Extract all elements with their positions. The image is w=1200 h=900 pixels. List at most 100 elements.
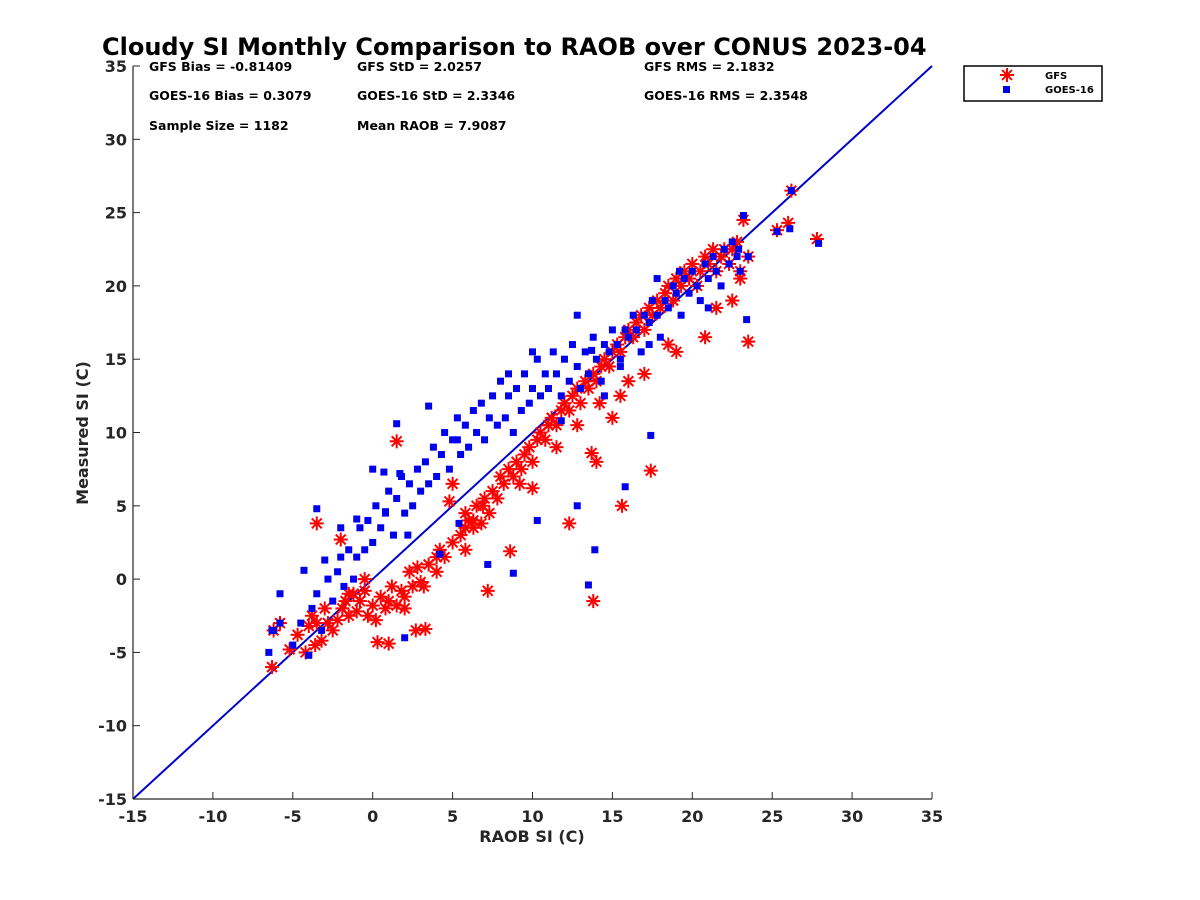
legend-box [963, 65, 1103, 102]
gfs-point [512, 476, 527, 491]
goes16-point [484, 560, 492, 568]
goes16-point [640, 311, 648, 319]
goes16-point [720, 245, 728, 253]
gfs-point [330, 613, 345, 628]
goes16-point [544, 385, 552, 393]
goes16-point [469, 407, 477, 415]
goes16-point [557, 417, 565, 425]
y-tick-label: 5 [116, 497, 127, 516]
gfs-point [496, 476, 511, 491]
goes16-point [653, 275, 661, 283]
gfs-point [325, 623, 340, 638]
gfs-point [637, 366, 652, 381]
goes16-point [477, 399, 485, 407]
goes16-point [393, 420, 401, 428]
goes16-point [364, 516, 372, 524]
gfs-point [333, 532, 348, 547]
y-tick-label: 0 [116, 570, 127, 589]
goes16-point [661, 297, 669, 305]
goes16-point [313, 505, 321, 513]
goes16-point [353, 553, 361, 561]
goes16-point [521, 370, 529, 378]
goes16-point [573, 311, 581, 319]
goes16-point [592, 355, 600, 363]
goes16-point [337, 524, 345, 532]
gfs-point [541, 418, 556, 433]
goes16-point [421, 458, 429, 466]
gfs-point [621, 374, 636, 389]
goes16-point [576, 385, 584, 393]
goes16-point [393, 494, 401, 502]
goes16-point [786, 225, 794, 233]
goes16-point [465, 443, 473, 451]
y-tick-label: 30 [105, 130, 127, 149]
legend-gfs-label: GFS [1045, 71, 1067, 82]
goes16-point [329, 597, 337, 605]
goes16-point [433, 472, 441, 480]
gfs-point [562, 403, 577, 418]
goes16-point [289, 641, 297, 649]
goes16-point [300, 566, 308, 574]
goes16-point [613, 341, 621, 349]
gfs-point [573, 396, 588, 411]
goes16-point [677, 311, 685, 319]
goes16-point [350, 575, 358, 583]
stat-annotation: GFS Bias = -0.81409 [149, 59, 292, 74]
goes16-point [584, 370, 592, 378]
x-axis-label: RAOB SI (C) [479, 827, 584, 846]
legend-gfs-marker [1000, 68, 1014, 82]
gfs-point [389, 598, 404, 613]
y-ticks: -15 -10 -5 0 5 10 15 20 25 30 35 [98, 57, 140, 809]
gfs-point [482, 506, 497, 521]
goes16-point [481, 436, 489, 444]
goes16-point [453, 436, 461, 444]
goes16-point [385, 487, 393, 495]
goes16-point [509, 569, 517, 577]
goes16-point [417, 487, 425, 495]
goes16-point [369, 538, 377, 546]
goes16-point [429, 443, 437, 451]
y-tick-label: -10 [98, 717, 127, 736]
goes16-point [704, 275, 712, 283]
gfs-point [698, 330, 713, 345]
goes16-point [597, 377, 605, 385]
legend-gfs-asterisk [1000, 68, 1014, 82]
goes16-point [709, 253, 717, 261]
goes16-point [696, 297, 704, 305]
gfs-point [570, 418, 585, 433]
gfs-point [538, 432, 553, 447]
gfs-point [265, 660, 280, 675]
goes16-point [744, 253, 752, 261]
goes16-point [449, 436, 457, 444]
goes16-point [513, 385, 521, 393]
gfs-point [562, 516, 577, 531]
gfs-point [514, 462, 529, 477]
goes16-point [688, 267, 696, 275]
gfs-point [549, 440, 564, 455]
goes16-point [645, 319, 653, 327]
gfs-point [525, 454, 540, 469]
goes16-point [413, 465, 421, 473]
gfs-point [368, 613, 383, 628]
y-tick-label: 35 [105, 57, 127, 76]
gfs-point [480, 583, 495, 598]
goes16-point [396, 470, 404, 478]
legend-goes16-label: GOES-16 [1045, 85, 1094, 96]
gfs-point [458, 506, 473, 521]
goes16-point [445, 465, 453, 473]
goes16-point [685, 289, 693, 297]
y-tick-label: -5 [109, 643, 127, 662]
gfs-point [458, 542, 473, 557]
goes16-point [533, 355, 541, 363]
goes16-point [265, 648, 273, 656]
goes16-point [725, 260, 733, 268]
y-tick-label: 15 [105, 350, 127, 369]
goes16-point [616, 355, 624, 363]
goes16-point [425, 480, 433, 488]
goes16-point [380, 468, 388, 476]
gfs-point [389, 434, 404, 449]
stat-annotation: GOES-16 StD = 2.3346 [357, 88, 515, 103]
y-tick-label: 25 [105, 204, 127, 223]
goes16-point [552, 370, 560, 378]
gfs-point [402, 564, 417, 579]
